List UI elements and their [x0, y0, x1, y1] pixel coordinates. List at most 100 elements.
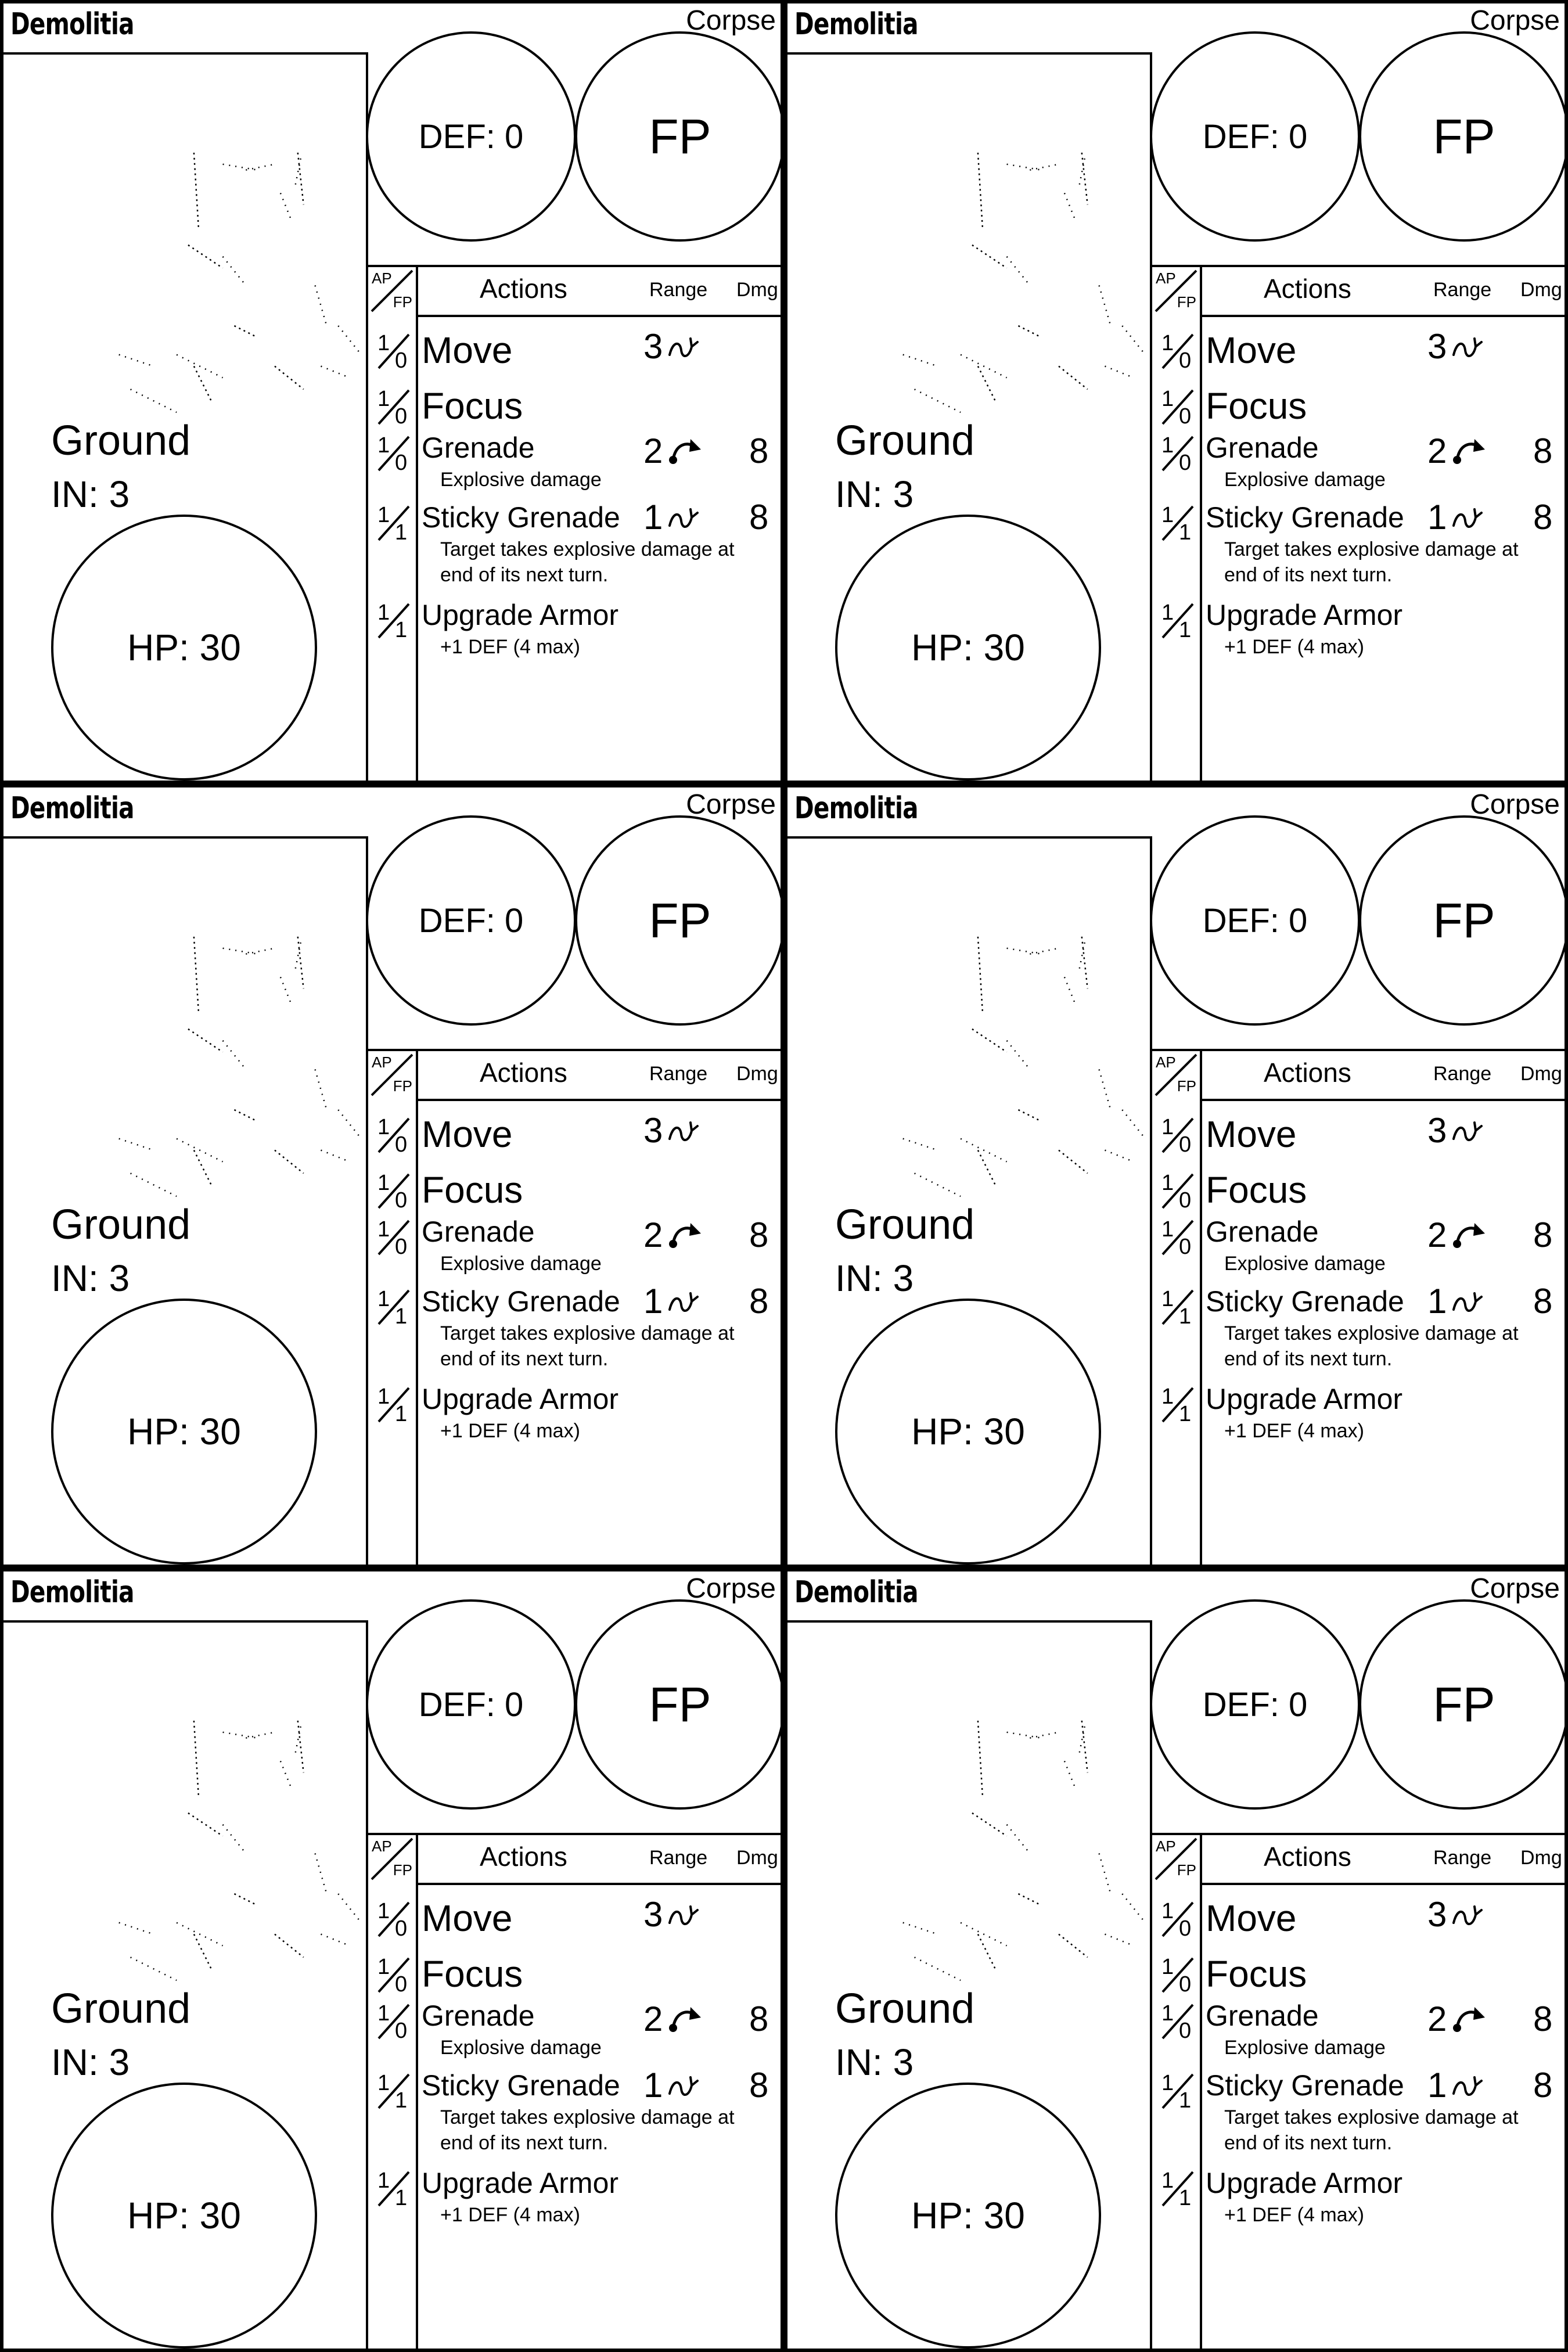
unit-name: Demolitia	[10, 1575, 135, 1610]
ap-cost: 1	[377, 1287, 390, 1311]
ap-cost: 1	[377, 1171, 390, 1195]
action-description: end of its next turn.	[1224, 1348, 1393, 1370]
action-name[interactable]: Grenade	[1206, 1215, 1319, 1248]
ap-header: AP	[1156, 1837, 1176, 1855]
ap-cost: 1	[377, 433, 390, 458]
action-description: end of its next turn.	[440, 1348, 609, 1370]
fp-cost: 0	[1179, 404, 1192, 429]
def-circle: DEF: 0	[366, 1599, 576, 1810]
action-name[interactable]: Move	[422, 329, 513, 371]
cost-slash-icon	[1161, 2171, 1194, 2207]
range-value: 1	[643, 1282, 663, 1321]
fp-cost: 1	[1179, 1304, 1192, 1329]
fp-header: FP	[393, 1077, 412, 1095]
action-name[interactable]: Move	[1206, 1897, 1297, 1939]
range-value: 2	[643, 431, 663, 470]
action-name[interactable]: Upgrade Armor	[1206, 2167, 1403, 2199]
action-damage: 8	[749, 1282, 769, 1321]
fp-cost: 0	[1179, 1132, 1192, 1157]
action-name[interactable]: Move	[1206, 1113, 1297, 1155]
unit-name: Demolitia	[794, 1575, 919, 1610]
ap-cost: 1	[1161, 503, 1174, 527]
action-description: Target takes explosive damage at	[1224, 1322, 1519, 1344]
action-description: Target takes explosive damage at	[1224, 2106, 1519, 2128]
character-sketch-icon	[118, 1720, 362, 1981]
action-name[interactable]: Sticky Grenade	[1206, 2069, 1404, 2102]
ap-fp-header: AP FP	[368, 1051, 416, 1099]
cost-slash-icon	[377, 1220, 410, 1256]
action-name[interactable]: Sticky Grenade	[422, 501, 620, 534]
action-name[interactable]: Sticky Grenade	[422, 1285, 620, 1318]
range-value: 1	[1427, 1282, 1447, 1321]
action-name[interactable]: Upgrade Armor	[422, 1383, 619, 1415]
action-name[interactable]: Focus	[422, 1169, 523, 1211]
fp-cost: 0	[395, 1132, 408, 1157]
fp-circle: FP	[1359, 1599, 1565, 1810]
action-name[interactable]: Move	[422, 1897, 513, 1939]
action-damage: 8	[749, 431, 769, 470]
cost-slash-icon	[377, 505, 410, 541]
terrain-label: Ground	[835, 418, 975, 464]
action-range: 2	[1427, 431, 1486, 471]
action-name[interactable]: Grenade	[422, 1999, 535, 2032]
cost-slash-icon	[1161, 389, 1194, 425]
action-name[interactable]: Upgrade Armor	[1206, 599, 1403, 631]
faction-label: Corpse	[1470, 1573, 1560, 1604]
action-name[interactable]: Upgrade Armor	[422, 599, 619, 631]
action-range: 2	[643, 1999, 702, 2039]
initiative-label: IN: 3	[51, 1257, 130, 1299]
action-name[interactable]: Move	[422, 1113, 513, 1155]
action-name[interactable]: Grenade	[1206, 431, 1319, 464]
action-range: 3	[1427, 1894, 1484, 1934]
action-name[interactable]: Focus	[422, 1953, 523, 1995]
fp-label: FP	[1433, 893, 1495, 948]
action-name[interactable]: Focus	[1206, 1953, 1307, 1995]
fp-label: FP	[649, 893, 711, 948]
action-name[interactable]: Sticky Grenade	[1206, 1285, 1404, 1318]
action-name[interactable]: Sticky Grenade	[422, 2069, 620, 2102]
def-label: DEF: 0	[1202, 1685, 1308, 1724]
unit-card: Demolitia Corpse DEF: 0 FP Ground IN: 3 HP: 30…	[0, 0, 784, 784]
action-name[interactable]: Upgrade Armor	[1206, 1383, 1403, 1415]
portrait-frame	[787, 836, 1152, 1201]
action-damage: 8	[749, 1215, 769, 1254]
character-sketch-icon	[118, 152, 362, 413]
action-name[interactable]: Move	[1206, 329, 1297, 371]
action-damage: 8	[1533, 431, 1553, 470]
action-description: +1 DEF (4 max)	[440, 636, 580, 658]
fp-cost: 1	[1179, 1402, 1192, 1426]
action-name[interactable]: Upgrade Armor	[422, 2167, 619, 2199]
fp-circle: FP	[575, 1599, 781, 1810]
cost-slash-icon	[377, 2004, 410, 2040]
cost-column-divider	[416, 1833, 418, 2349]
action-description: Explosive damage	[1224, 2037, 1386, 2059]
action-name[interactable]: Sticky Grenade	[1206, 501, 1404, 534]
fp-cost: 0	[395, 1972, 408, 1997]
cost-slash-icon	[1161, 1957, 1194, 1993]
terrain-label: Ground	[51, 418, 191, 464]
fp-cost: 0	[395, 451, 408, 475]
fp-cost: 0	[395, 1235, 408, 1259]
def-circle: DEF: 0	[1150, 31, 1360, 242]
action-name[interactable]: Focus	[1206, 1169, 1307, 1211]
action-name[interactable]: Focus	[422, 385, 523, 427]
action-name[interactable]: Focus	[1206, 385, 1307, 427]
action-name[interactable]: Grenade	[422, 431, 535, 464]
action-name[interactable]: Grenade	[1206, 1999, 1319, 2032]
cost-column-divider	[416, 1049, 418, 1565]
action-damage: 8	[1533, 2066, 1553, 2105]
range-value: 2	[1427, 1215, 1447, 1254]
dmg-header: Dmg	[736, 1847, 778, 1869]
cost-slash-icon	[377, 1173, 410, 1209]
action-name[interactable]: Grenade	[422, 1215, 535, 1248]
